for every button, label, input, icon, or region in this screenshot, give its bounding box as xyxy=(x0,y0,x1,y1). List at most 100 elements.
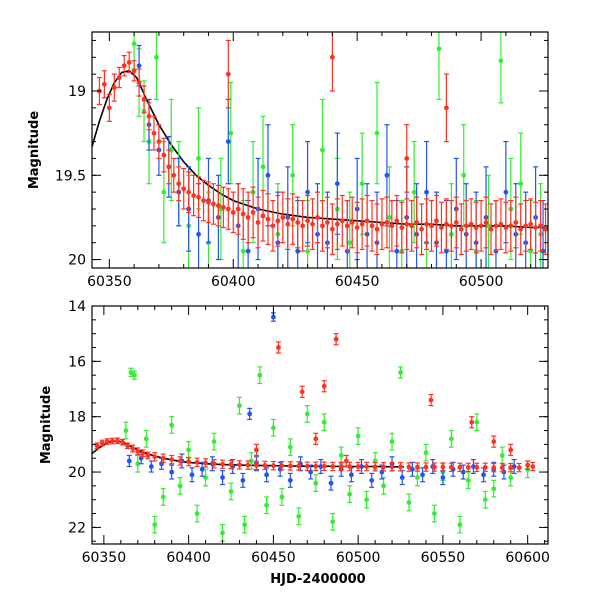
data-point xyxy=(279,494,285,500)
y-tick-label: 19 xyxy=(68,84,86,100)
data-point xyxy=(220,530,225,536)
bottom-panel-tick-labels: 60350 60400 60450 60500 60550 60600 14 16 18 20 22 xyxy=(68,299,550,566)
data-point xyxy=(145,453,151,458)
data-point xyxy=(141,97,147,102)
data-point xyxy=(305,218,311,224)
y-tick-label: 20 xyxy=(68,465,86,481)
data-point xyxy=(493,223,499,229)
data-point xyxy=(498,221,504,227)
data-point xyxy=(374,226,380,232)
data-point xyxy=(126,59,132,65)
data-point xyxy=(439,225,444,230)
data-point xyxy=(199,466,205,472)
data-point xyxy=(321,383,327,389)
data-point xyxy=(125,443,130,449)
data-point xyxy=(359,221,365,227)
data-point xyxy=(126,458,132,464)
data-point xyxy=(131,41,137,47)
data-point xyxy=(160,494,166,500)
data-point xyxy=(513,220,519,225)
data-point xyxy=(265,216,271,222)
x-tick-label: 60550 xyxy=(421,550,466,566)
data-point xyxy=(228,130,234,136)
data-point xyxy=(305,189,311,195)
top-panel-frame xyxy=(91,31,549,269)
data-point xyxy=(354,225,360,230)
data-point xyxy=(518,181,524,187)
y-tick-label: 16 xyxy=(68,354,86,370)
data-point xyxy=(240,477,246,483)
data-point xyxy=(432,511,437,516)
data-point xyxy=(186,447,192,453)
data-point xyxy=(460,469,466,475)
data-point xyxy=(276,345,281,350)
data-point xyxy=(131,372,137,378)
data-point xyxy=(364,497,370,503)
data-point xyxy=(349,220,355,225)
data-point xyxy=(116,75,122,80)
data-point xyxy=(225,139,231,144)
data-point xyxy=(498,58,504,64)
data-point xyxy=(154,54,159,60)
data-point xyxy=(364,464,370,469)
data-point xyxy=(135,461,141,467)
data-point xyxy=(169,457,175,462)
data-point xyxy=(290,216,296,222)
data-point xyxy=(372,464,378,470)
data-point xyxy=(491,465,497,471)
data-point xyxy=(295,248,301,254)
data-point xyxy=(196,156,201,161)
data-point xyxy=(347,240,353,246)
data-point xyxy=(329,54,335,60)
data-point xyxy=(359,464,364,469)
data-point xyxy=(203,460,208,466)
data-point xyxy=(440,475,446,480)
y-tick-label: 18 xyxy=(68,410,86,426)
data-point xyxy=(448,464,454,470)
data-point xyxy=(415,475,420,480)
x-tick-label: 60350 xyxy=(87,274,132,290)
data-point xyxy=(194,459,200,465)
data-point xyxy=(463,223,469,229)
data-point xyxy=(443,221,449,227)
data-point xyxy=(228,462,234,467)
data-point xyxy=(503,189,509,195)
data-point xyxy=(481,472,486,478)
data-point xyxy=(406,464,412,470)
data-point xyxy=(399,225,405,230)
data-point xyxy=(206,199,211,205)
bottom-series-2 xyxy=(94,333,536,473)
data-point xyxy=(270,463,276,469)
data-point xyxy=(242,522,247,528)
data-point xyxy=(404,221,410,227)
data-point xyxy=(287,477,293,483)
data-point xyxy=(320,147,325,153)
data-point xyxy=(240,211,246,217)
data-point xyxy=(296,463,302,469)
data-point xyxy=(260,164,266,170)
data-point xyxy=(461,172,467,178)
data-point xyxy=(270,425,276,431)
bottom-panel-x-axis-label: HJD-2400000 xyxy=(270,572,365,587)
data-point xyxy=(483,220,489,225)
top-model-curve xyxy=(92,69,548,229)
data-point xyxy=(364,218,370,224)
data-point xyxy=(228,489,234,494)
data-point xyxy=(290,172,296,178)
data-point xyxy=(355,433,361,439)
data-point xyxy=(379,221,385,227)
data-point xyxy=(264,502,270,508)
data-point xyxy=(369,223,375,229)
data-point xyxy=(469,419,475,425)
data-point xyxy=(432,464,437,470)
data-point xyxy=(420,472,425,478)
data-point xyxy=(334,181,340,187)
data-point xyxy=(415,464,420,470)
data-point xyxy=(434,218,439,224)
data-point xyxy=(248,458,254,464)
y-tick-label: 19.5 xyxy=(55,168,86,184)
data-point xyxy=(491,439,497,445)
top-panel-tick-labels: 60350 60400 60450 60500 19 19.5 20 xyxy=(55,84,504,290)
top-panel-ticks xyxy=(92,32,548,268)
